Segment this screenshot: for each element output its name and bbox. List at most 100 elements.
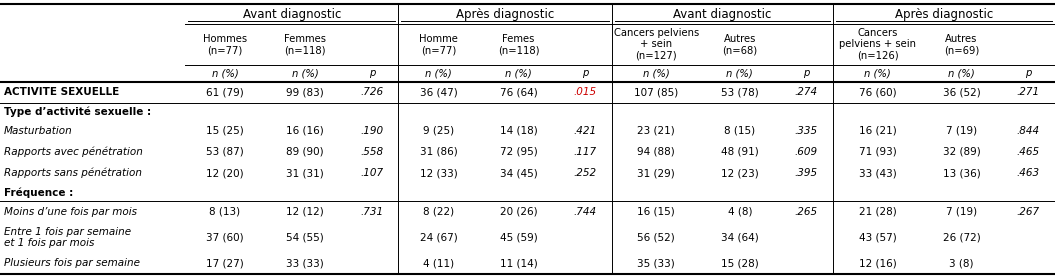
- Text: 48 (91): 48 (91): [721, 147, 759, 157]
- Text: 99 (83): 99 (83): [286, 87, 324, 97]
- Text: .609: .609: [794, 147, 818, 157]
- Text: 43 (57): 43 (57): [859, 232, 897, 242]
- Text: 31 (86): 31 (86): [420, 147, 457, 157]
- Text: 33 (33): 33 (33): [286, 259, 324, 269]
- Text: 94 (88): 94 (88): [637, 147, 675, 157]
- Text: 12 (12): 12 (12): [286, 207, 324, 217]
- Text: Entre 1 fois par semaine
et 1 fois par mois: Entre 1 fois par semaine et 1 fois par m…: [4, 227, 131, 248]
- Text: p: p: [368, 68, 375, 78]
- Text: 61 (79): 61 (79): [206, 87, 244, 97]
- Text: .015: .015: [574, 87, 597, 97]
- Text: .117: .117: [574, 147, 597, 157]
- Text: Rapports sans pénétration: Rapports sans pénétration: [4, 168, 142, 178]
- Text: 13 (36): 13 (36): [942, 168, 980, 178]
- Text: 3 (8): 3 (8): [950, 259, 974, 269]
- Text: Autres
(n=69): Autres (n=69): [944, 34, 979, 55]
- Text: Après diagnostic: Après diagnostic: [895, 8, 994, 21]
- Text: p: p: [582, 68, 589, 78]
- Text: n (%): n (%): [948, 68, 975, 78]
- Text: n (%): n (%): [212, 68, 238, 78]
- Text: 4 (11): 4 (11): [423, 259, 454, 269]
- Text: 16 (15): 16 (15): [637, 207, 675, 217]
- Text: 36 (52): 36 (52): [942, 87, 980, 97]
- Text: Fréquence :: Fréquence :: [4, 187, 73, 198]
- Text: Avant diagnostic: Avant diagnostic: [673, 8, 772, 21]
- Text: .190: .190: [360, 126, 383, 136]
- Text: p: p: [1024, 68, 1031, 78]
- Text: 11 (14): 11 (14): [500, 259, 537, 269]
- Text: 26 (72): 26 (72): [942, 232, 980, 242]
- Text: Après diagnostic: Après diagnostic: [456, 8, 554, 21]
- Text: 9 (25): 9 (25): [423, 126, 454, 136]
- Text: .744: .744: [574, 207, 597, 217]
- Text: .731: .731: [360, 207, 383, 217]
- Text: p: p: [803, 68, 809, 78]
- Text: 72 (95): 72 (95): [500, 147, 537, 157]
- Text: Femmes
(n=118): Femmes (n=118): [284, 34, 326, 55]
- Text: .271: .271: [1016, 87, 1039, 97]
- Text: 12 (33): 12 (33): [420, 168, 457, 178]
- Text: 7 (19): 7 (19): [946, 126, 977, 136]
- Text: 71 (93): 71 (93): [859, 147, 897, 157]
- Text: 76 (60): 76 (60): [859, 87, 897, 97]
- Text: 35 (33): 35 (33): [637, 259, 675, 269]
- Text: .421: .421: [574, 126, 597, 136]
- Text: 32 (89): 32 (89): [942, 147, 980, 157]
- Text: 15 (28): 15 (28): [721, 259, 759, 269]
- Text: .726: .726: [360, 87, 383, 97]
- Text: 16 (16): 16 (16): [286, 126, 324, 136]
- Text: 8 (13): 8 (13): [210, 207, 241, 217]
- Text: 34 (64): 34 (64): [721, 232, 759, 242]
- Text: .107: .107: [360, 168, 383, 178]
- Text: 24 (67): 24 (67): [420, 232, 457, 242]
- Text: 16 (21): 16 (21): [859, 126, 897, 136]
- Text: ACTIVITE SEXUELLE: ACTIVITE SEXUELLE: [4, 87, 119, 97]
- Text: 4 (8): 4 (8): [728, 207, 752, 217]
- Text: .335: .335: [794, 126, 818, 136]
- Text: .252: .252: [574, 168, 597, 178]
- Text: 107 (85): 107 (85): [634, 87, 678, 97]
- Text: .267: .267: [1016, 207, 1039, 217]
- Text: 8 (22): 8 (22): [423, 207, 454, 217]
- Text: 7 (19): 7 (19): [946, 207, 977, 217]
- Text: Homme
(n=77): Homme (n=77): [419, 34, 458, 55]
- Text: .265: .265: [794, 207, 818, 217]
- Text: Femes
(n=118): Femes (n=118): [498, 34, 539, 55]
- Text: .844: .844: [1016, 126, 1039, 136]
- Text: 20 (26): 20 (26): [500, 207, 537, 217]
- Text: 12 (23): 12 (23): [721, 168, 759, 178]
- Text: .463: .463: [1016, 168, 1039, 178]
- Text: 31 (29): 31 (29): [637, 168, 675, 178]
- Text: 14 (18): 14 (18): [500, 126, 537, 136]
- Text: Rapports avec pénétration: Rapports avec pénétration: [4, 147, 142, 157]
- Text: 12 (16): 12 (16): [859, 259, 897, 269]
- Text: 56 (52): 56 (52): [637, 232, 675, 242]
- Text: .465: .465: [1016, 147, 1039, 157]
- Text: Moins d’une fois par mois: Moins d’une fois par mois: [4, 207, 137, 217]
- Text: .558: .558: [360, 147, 383, 157]
- Text: n (%): n (%): [425, 68, 452, 78]
- Text: 17 (27): 17 (27): [206, 259, 244, 269]
- Text: n (%): n (%): [291, 68, 319, 78]
- Text: 15 (25): 15 (25): [206, 126, 244, 136]
- Text: 53 (87): 53 (87): [206, 147, 244, 157]
- Text: 34 (45): 34 (45): [500, 168, 537, 178]
- Text: Cancers pelviens
+ sein
(n=127): Cancers pelviens + sein (n=127): [614, 28, 698, 61]
- Text: n (%): n (%): [642, 68, 670, 78]
- Text: n (%): n (%): [505, 68, 532, 78]
- Text: 76 (64): 76 (64): [500, 87, 537, 97]
- Text: n (%): n (%): [727, 68, 753, 78]
- Text: 21 (28): 21 (28): [859, 207, 897, 217]
- Text: 33 (43): 33 (43): [859, 168, 897, 178]
- Text: Masturbation: Masturbation: [4, 126, 73, 136]
- Text: 8 (15): 8 (15): [725, 126, 755, 136]
- Text: 45 (59): 45 (59): [500, 232, 537, 242]
- Text: 89 (90): 89 (90): [286, 147, 324, 157]
- Text: 37 (60): 37 (60): [206, 232, 244, 242]
- Text: 31 (31): 31 (31): [286, 168, 324, 178]
- Text: 54 (55): 54 (55): [286, 232, 324, 242]
- Text: 23 (21): 23 (21): [637, 126, 675, 136]
- Text: .274: .274: [794, 87, 818, 97]
- Text: Type d’activité sexuelle :: Type d’activité sexuelle :: [4, 106, 151, 117]
- Text: 36 (47): 36 (47): [420, 87, 457, 97]
